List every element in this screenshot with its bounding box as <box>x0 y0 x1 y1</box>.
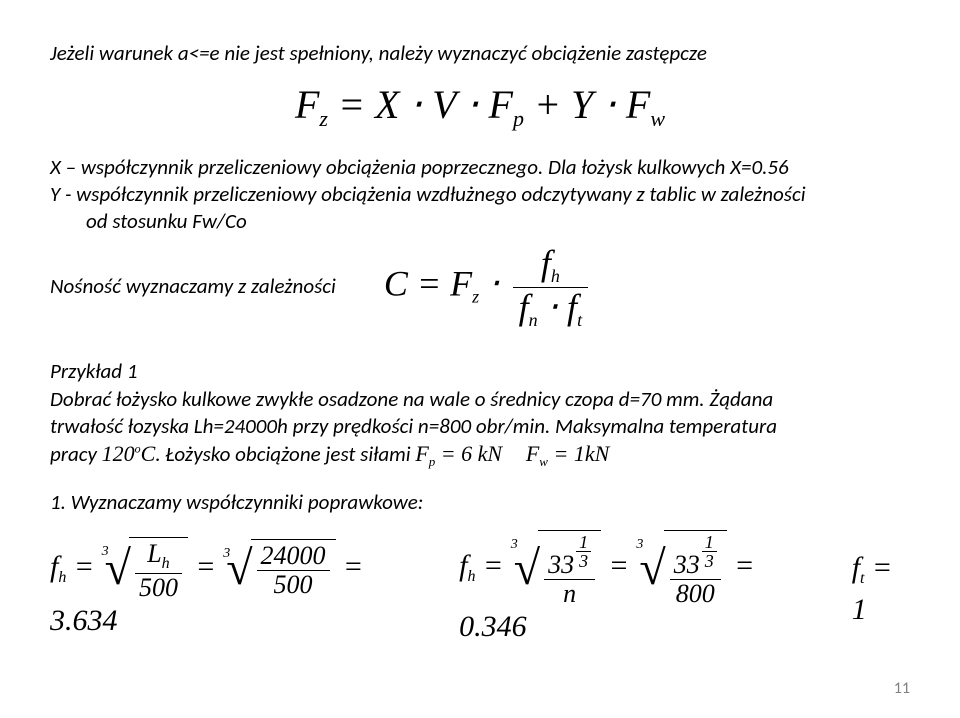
equation-c: C = Fz ⋅ fh fn ⋅ ft <box>384 244 592 331</box>
example-line1: Dobrać łożysko kulkowe zwykłe osadzone n… <box>50 386 910 413</box>
row-capacity-eq: Nośność wyznaczamy z zależności C = Fz ⋅… <box>50 244 910 331</box>
line-condition: Jeżeli warunek a<=e nie jest spełniony, … <box>50 40 910 67</box>
eq-fh-1: fh = 3√Lh500 = 3√24000500 = 3.634 <box>50 537 409 640</box>
example-line2: trwałość łozyska Lh=24000h przy prędkośc… <box>50 413 910 440</box>
line-y-def-1: Y - współczynnik przeliczeniowy obciążen… <box>50 181 910 208</box>
eq-fh-2: fh = 3√3313n = 3√3313800 = 0.346 <box>459 530 802 646</box>
equation-fz: Fz = X ⋅ V ⋅ Fp + Y ⋅ Fw <box>50 79 910 134</box>
example-line3: pracy 120oC. Łożysko obciążone jest siła… <box>50 440 910 471</box>
page-number: 11 <box>894 679 910 700</box>
line-y-def-2: od stosunku Fw/Co <box>50 208 910 235</box>
example-title: Przykład 1 <box>50 358 910 385</box>
eq-ft: ft = 1 <box>852 548 910 629</box>
step-1-label: 1. Wyznaczamy współczynniki poprawkowe: <box>50 489 910 516</box>
bottom-equations: fh = 3√Lh500 = 3√24000500 = 3.634 fh = 3… <box>50 530 910 646</box>
capacity-label: Nośność wyznaczamy z zależności <box>50 273 336 300</box>
line-x-def: X – współczynnik przeliczeniowy obciążen… <box>50 154 910 181</box>
